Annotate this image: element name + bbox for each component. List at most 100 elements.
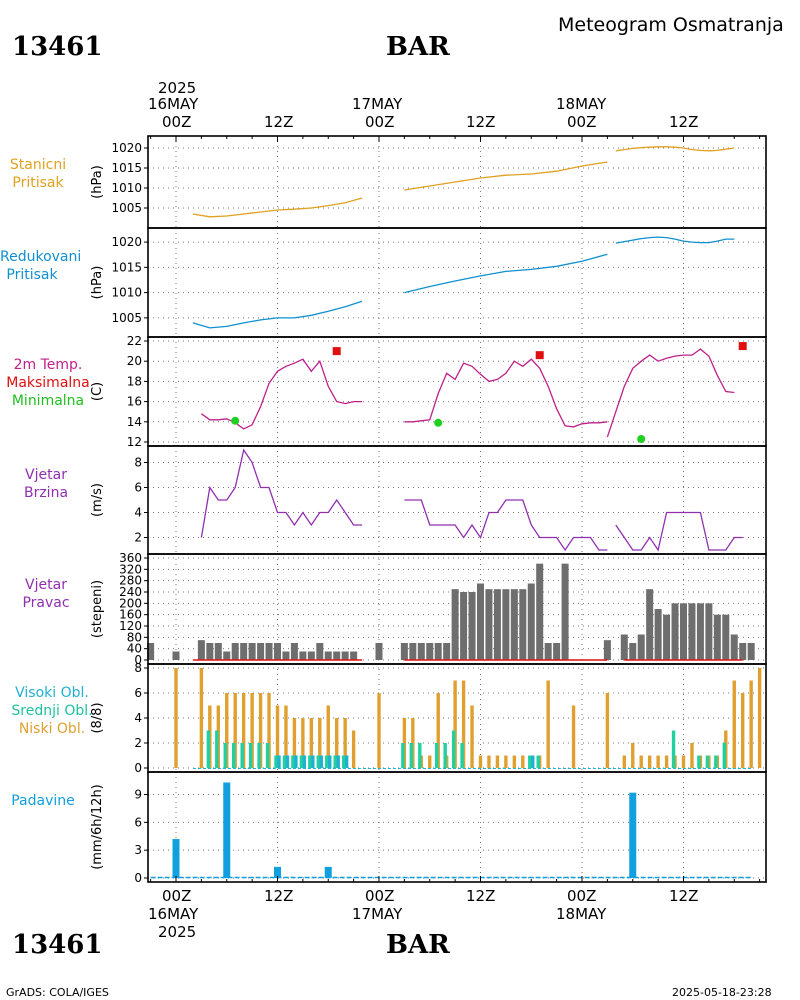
wind-direction-bar (417, 643, 425, 660)
panel-label-wind-direction: Vjetar Pravac (0, 576, 92, 612)
cloud-bar-srednji (705, 755, 710, 768)
wind-direction-bar (553, 643, 561, 660)
wind-direction-bar (341, 651, 349, 660)
wind-direction-bar (197, 640, 205, 660)
wind-direction-bar (561, 563, 569, 660)
wind-direction-bar (274, 643, 281, 660)
wind-direction-bar (290, 643, 298, 660)
y-tick-label: 1005 (111, 311, 142, 325)
wind-direction-bar (705, 603, 713, 660)
cloud-bar-srednji (248, 743, 253, 768)
wind-direction-bar (722, 614, 730, 660)
legend-temp: 2m Temp. (13, 357, 83, 373)
y-axis-label: (stepeni) (90, 580, 105, 638)
legend-tmin: Minimalna (11, 393, 85, 409)
wind-direction-bar (603, 640, 611, 660)
cloud-bar-visoki (328, 755, 332, 768)
station-id-bottom: 13461 (12, 930, 103, 960)
legend-low-cloud: Niski Obl. (18, 721, 86, 737)
wind-direction-bar (400, 643, 408, 660)
wind-direction-bar (282, 651, 290, 660)
series-line (404, 161, 608, 191)
wind-direction-bar (544, 643, 552, 660)
y-tick-label: 160 (119, 608, 142, 622)
cloud-bar-niski (174, 668, 178, 768)
bottom-hour-4: 12Z (466, 887, 496, 905)
cloud-bar-niski (749, 680, 753, 768)
top-hour-5: 00Z (567, 113, 597, 131)
wind-direction-bar (206, 643, 214, 660)
y-tick-label: 6 (134, 481, 142, 495)
cloud-bar-srednji (435, 743, 439, 768)
y-tick-label: 1015 (111, 161, 142, 175)
wind-direction-bar (637, 634, 645, 660)
bottom-day-3: 18MAY (556, 905, 607, 923)
cloud-bar-niski (258, 693, 263, 768)
series-line (615, 236, 735, 244)
wind-direction-bar (620, 634, 628, 660)
wind-direction-bar (747, 643, 755, 660)
bottom-hour-6: 12Z (669, 887, 699, 905)
top-hour-6: 12Z (669, 113, 699, 131)
cloud-bar-srednji (299, 755, 304, 768)
y-tick-label: 1020 (111, 235, 142, 249)
panel-frame (147, 771, 767, 883)
cloud-bar-niski (487, 755, 491, 768)
cloud-bar-srednji (223, 743, 227, 768)
y-tick-label: 200 (119, 596, 142, 610)
y-tick-label: 0 (134, 761, 142, 775)
y-tick-label: 360 (119, 551, 142, 565)
panel-label-line: Pravac (22, 595, 70, 611)
panel-label-line: Pritisak (6, 267, 58, 283)
y-tick-label: 4 (134, 506, 142, 520)
y-tick-label: 8 (134, 661, 142, 675)
cloud-bar-srednji (232, 743, 236, 768)
cloud-bar-niski (521, 755, 525, 768)
y-tick-label: 240 (119, 585, 142, 599)
cloud-bar-niski (639, 755, 643, 768)
cloud-bar-niski (436, 693, 440, 768)
y-tick-label: 0 (134, 871, 142, 885)
y-tick-label: 120 (119, 619, 142, 633)
cloud-bar-niski (326, 705, 330, 768)
cloud-bar-niski (225, 693, 229, 768)
wind-direction-bar (519, 589, 527, 660)
wind-direction-bar (680, 603, 687, 660)
wind-direction-bar (510, 589, 518, 660)
cloud-bar-niski (546, 680, 550, 768)
y-tick-label: 2 (134, 531, 142, 545)
cloud-bar-visoki (285, 755, 290, 768)
top-hour-1: 00Z (162, 113, 192, 131)
y-axis-label: (8/8) (90, 702, 105, 733)
cloud-bar-srednji (528, 755, 532, 768)
bottom-day-2: 17MAY (352, 905, 403, 923)
top-hour-2: 12Z (264, 113, 294, 131)
cloud-bar-niski (681, 755, 686, 768)
panel-label-wind-speed: Vjetar Brzina (0, 466, 92, 502)
cloud-bar-visoki (344, 755, 349, 768)
panel-frame (147, 227, 767, 338)
series-line (615, 146, 735, 152)
y-tick-label: 280 (119, 574, 142, 588)
wind-direction-bar (739, 643, 747, 660)
cloud-bar-niski (284, 705, 288, 768)
panel-label-clouds: Visoki Obl. Srednji Obl. Niski Obl. (0, 684, 104, 738)
cloud-bar-niski (309, 718, 314, 768)
y-tick-label: 0 (134, 653, 142, 667)
precip-bar (274, 866, 281, 878)
cloud-bar-niski (690, 743, 694, 768)
cloud-bar-srednji (697, 755, 701, 768)
top-day-3: 18MAY (556, 95, 607, 113)
wind-direction-bar (493, 589, 501, 660)
series-line (606, 348, 735, 438)
cloud-bar-srednji (206, 730, 211, 768)
panel-label-temperature: 2m Temp. Maksimalna Minimalna (0, 356, 96, 410)
y-tick-label: 320 (119, 562, 142, 576)
legend-mid-cloud: Srednji Obl. (11, 703, 93, 719)
cloud-bar-niski (343, 718, 347, 768)
wind-direction-bar (299, 651, 307, 660)
panel-4 (144, 445, 767, 555)
cloud-bar-visoki (302, 755, 307, 768)
cloud-bar-srednji (325, 755, 329, 768)
cloud-bar-niski (428, 755, 432, 768)
